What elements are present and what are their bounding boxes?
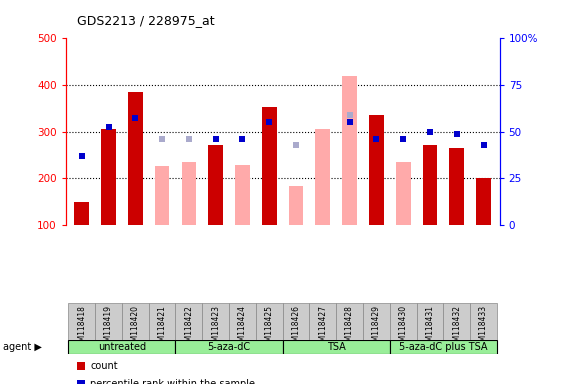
- Bar: [283, 340, 390, 354]
- Bar: [175, 303, 202, 340]
- Text: GSM118429: GSM118429: [372, 305, 381, 351]
- Bar: [256, 303, 283, 340]
- Bar: [95, 303, 122, 340]
- Text: GSM118427: GSM118427: [318, 305, 327, 351]
- Bar: [283, 303, 309, 340]
- Text: GSM118423: GSM118423: [211, 305, 220, 351]
- Bar: [342, 76, 357, 225]
- Bar: [148, 303, 175, 340]
- Text: GSM118424: GSM118424: [238, 305, 247, 351]
- Text: GSM118432: GSM118432: [452, 305, 461, 351]
- Bar: [315, 129, 330, 225]
- Bar: [208, 144, 223, 225]
- Bar: [417, 303, 443, 340]
- Text: GSM118419: GSM118419: [104, 305, 113, 351]
- Text: GDS2213 / 228975_at: GDS2213 / 228975_at: [77, 14, 215, 27]
- Text: untreated: untreated: [98, 342, 146, 352]
- Bar: [122, 303, 148, 340]
- Bar: [69, 340, 175, 354]
- Bar: [369, 115, 384, 225]
- Text: percentile rank within the sample: percentile rank within the sample: [90, 379, 255, 384]
- Bar: [101, 129, 116, 225]
- Text: GSM118421: GSM118421: [158, 305, 167, 351]
- Bar: [155, 166, 170, 225]
- Text: GSM118430: GSM118430: [399, 305, 408, 351]
- Bar: [175, 340, 283, 354]
- Bar: [423, 144, 437, 225]
- Text: GSM118425: GSM118425: [265, 305, 274, 351]
- Text: GSM118433: GSM118433: [479, 305, 488, 351]
- Text: count: count: [90, 361, 118, 371]
- Bar: [182, 162, 196, 225]
- Bar: [390, 303, 417, 340]
- Text: GSM118422: GSM118422: [184, 305, 194, 351]
- Text: GSM118428: GSM118428: [345, 305, 354, 351]
- Bar: [69, 303, 95, 340]
- Bar: [470, 303, 497, 340]
- Text: GSM118431: GSM118431: [425, 305, 435, 351]
- Text: GSM118418: GSM118418: [77, 305, 86, 351]
- Bar: [449, 148, 464, 225]
- Bar: [336, 303, 363, 340]
- Bar: [443, 303, 470, 340]
- Bar: [289, 186, 303, 225]
- Text: 5-aza-dC plus TSA: 5-aza-dC plus TSA: [399, 342, 488, 352]
- Bar: [342, 115, 357, 225]
- Bar: [390, 340, 497, 354]
- Bar: [396, 162, 411, 225]
- Text: GSM118420: GSM118420: [131, 305, 140, 351]
- Text: agent ▶: agent ▶: [3, 342, 42, 352]
- Bar: [262, 107, 276, 225]
- Text: GSM118426: GSM118426: [292, 305, 300, 351]
- Bar: [229, 303, 256, 340]
- Bar: [363, 303, 390, 340]
- Text: TSA: TSA: [327, 342, 345, 352]
- Bar: [202, 303, 229, 340]
- Bar: [74, 202, 89, 225]
- Bar: [128, 92, 143, 225]
- Text: 5-aza-dC: 5-aza-dC: [207, 342, 251, 352]
- Bar: [476, 178, 491, 225]
- Bar: [235, 165, 250, 225]
- Bar: [309, 303, 336, 340]
